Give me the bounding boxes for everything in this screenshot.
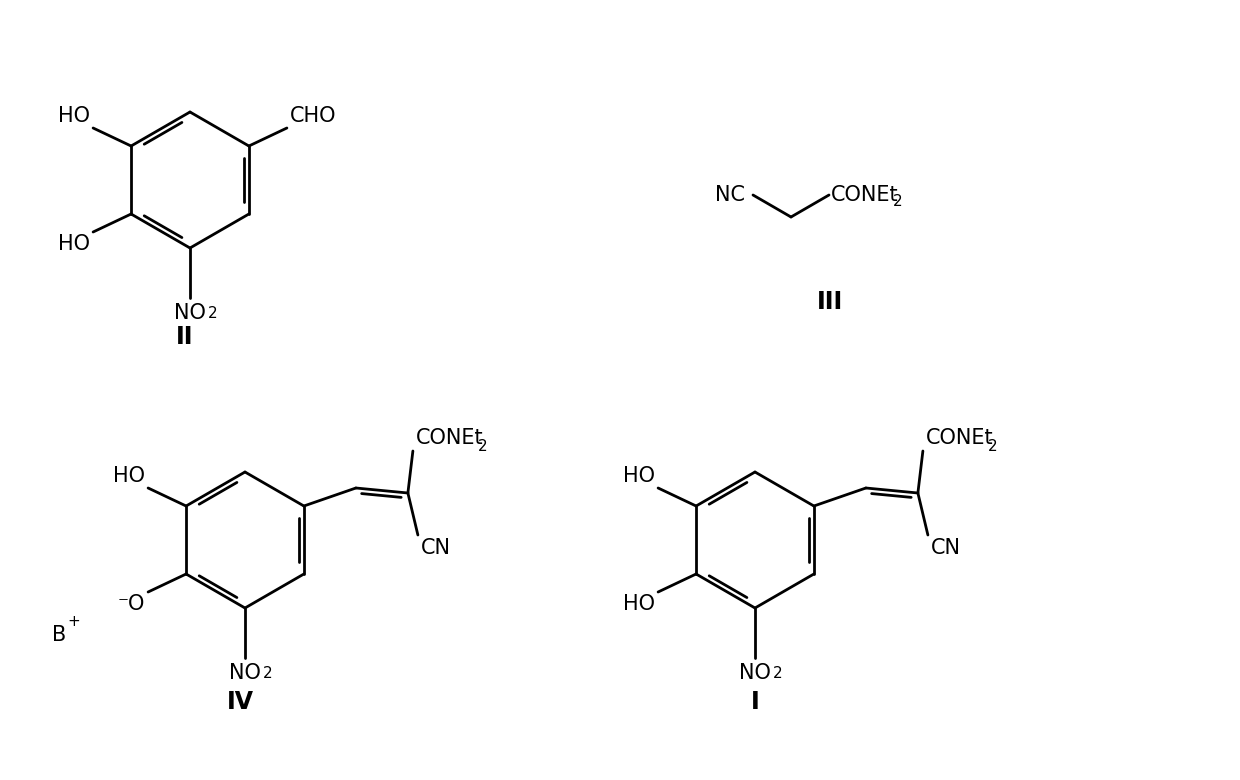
Text: CN: CN	[420, 538, 451, 558]
Text: IV: IV	[227, 690, 253, 714]
Text: NO: NO	[739, 663, 771, 683]
Text: 2: 2	[773, 666, 782, 681]
Text: HO: HO	[58, 234, 91, 254]
Text: HO: HO	[113, 466, 145, 486]
Text: 2: 2	[208, 306, 218, 321]
Text: 2: 2	[477, 439, 487, 454]
Text: 2: 2	[988, 439, 997, 454]
Text: II: II	[176, 325, 193, 349]
Text: I: I	[750, 690, 759, 714]
Text: ⁻O: ⁻O	[118, 594, 145, 614]
Text: CHO: CHO	[290, 106, 336, 126]
Text: CONEt: CONEt	[415, 428, 484, 448]
Text: CN: CN	[931, 538, 961, 558]
Text: HO: HO	[624, 594, 655, 614]
Text: 2: 2	[263, 666, 273, 681]
Text: III: III	[817, 290, 843, 314]
Text: HO: HO	[624, 466, 655, 486]
Text: NC: NC	[715, 185, 745, 205]
Text: 2: 2	[893, 193, 903, 208]
Text: CONEt: CONEt	[926, 428, 993, 448]
Text: HO: HO	[58, 106, 91, 126]
Text: +: +	[67, 615, 79, 629]
Text: B: B	[52, 625, 66, 645]
Text: NO: NO	[229, 663, 260, 683]
Text: CONEt: CONEt	[831, 185, 899, 205]
Text: NO: NO	[174, 303, 206, 323]
